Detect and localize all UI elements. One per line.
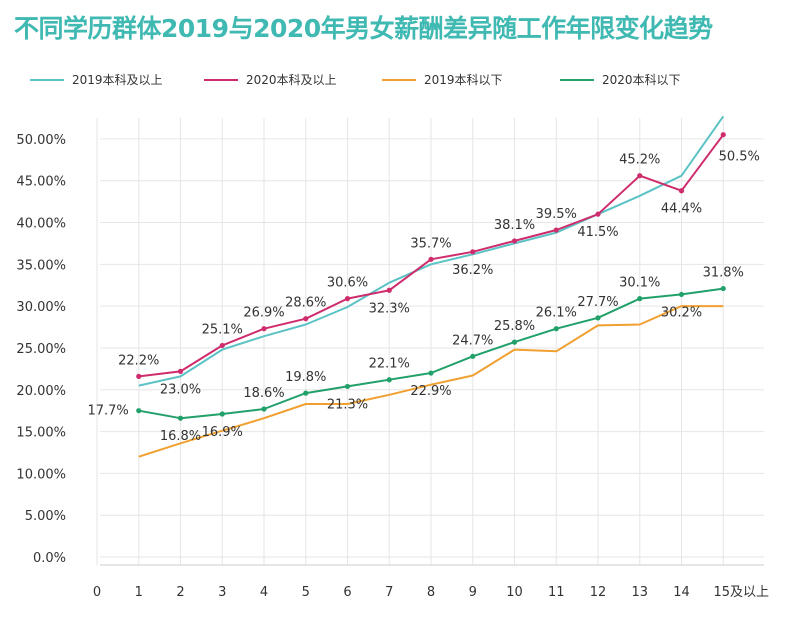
data-label: 26.9% [243,306,284,321]
data-label: 22.2% [118,353,159,368]
data-label: 16.9% [202,425,243,440]
data-point[interactable] [303,390,309,396]
data-label: 35.7% [410,236,451,251]
x-tick-label: 3 [218,585,226,600]
data-point[interactable] [720,132,726,138]
data-point[interactable] [678,291,685,298]
data-label: 36.2% [452,263,493,278]
data-point[interactable] [470,353,476,359]
data-point[interactable] [177,415,184,421]
y-tick-label: 45.00% [16,175,66,190]
x-tick-label: 11 [548,585,565,600]
data-label: 30.1% [619,276,660,291]
data-label: 44.4% [661,202,702,217]
data-point[interactable] [678,188,685,194]
data-point[interactable] [553,227,559,233]
data-label: 21.3% [327,397,368,412]
y-tick-label: 30.00% [16,300,66,315]
data-label: 25.8% [494,319,535,334]
y-tick-label: 15.00% [16,426,66,441]
data-label: 30.2% [661,305,702,320]
y-tick-label: 25.00% [16,342,66,357]
data-label: 27.7% [577,295,618,310]
data-label: 26.1% [536,306,577,321]
data-label: 32.3% [369,301,410,316]
data-point[interactable] [136,373,142,379]
data-point[interactable] [595,315,601,321]
data-label: 22.1% [369,357,410,372]
x-tick-label: 2 [176,585,184,600]
y-tick-label: 35.00% [16,258,66,273]
x-tick-label: 9 [469,585,477,600]
data-point[interactable] [386,287,392,293]
x-tick-label: 14 [673,585,690,600]
legend-label[interactable]: 2019本科以下 [424,73,503,87]
data-label: 30.6% [327,276,368,291]
x-tick-label: 7 [385,585,393,600]
data-point[interactable] [511,339,518,345]
data-label: 23.0% [160,382,201,397]
data-label: 19.8% [285,370,326,385]
data-point[interactable] [428,256,434,262]
data-label: 18.6% [243,386,284,401]
chart-title: 不同学历群体2019与2020年男女薪酬差异随工作年限变化趋势 [14,14,713,43]
y-tick-label: 40.00% [16,217,66,232]
x-tick-label: 0 [93,585,101,600]
data-label: 17.7% [87,404,128,419]
data-point[interactable] [470,249,476,255]
data-point[interactable] [344,296,351,302]
x-tick-label: 5 [302,585,310,600]
data-point[interactable] [344,383,351,390]
x-tick-label: 6 [343,585,351,600]
x-tick-label: 15及以上 [713,585,769,600]
x-tick-label: 4 [260,585,268,600]
series-line [138,115,725,387]
x-tick-label: 10 [506,585,523,600]
y-tick-label: 50.00% [16,133,66,148]
data-point[interactable] [637,173,643,179]
data-point[interactable] [177,368,184,374]
x-tick-label: 12 [590,585,607,600]
data-point[interactable] [720,285,726,292]
data-label: 50.5% [719,150,760,165]
legend-label[interactable]: 2019本科及以上 [72,73,163,87]
data-point[interactable] [261,326,267,332]
x-tick-label: 8 [427,585,435,600]
data-point[interactable] [136,408,142,414]
data-label: 25.1% [202,322,243,337]
data-label: 45.2% [619,153,660,168]
y-tick-label: 0.0% [33,551,66,566]
x-tick-label: 1 [135,585,143,600]
data-point[interactable] [386,377,392,383]
y-tick-label: 20.00% [16,384,66,399]
data-label: 39.5% [536,207,577,222]
y-tick-label: 5.00% [25,509,66,524]
data-label: 41.5% [577,225,618,240]
series-line [138,305,724,458]
legend-label[interactable]: 2020本科及以上 [246,73,337,87]
legend-label[interactable]: 2020本科以下 [602,73,681,87]
data-point[interactable] [553,326,559,332]
y-tick-label: 10.00% [16,467,66,482]
data-point[interactable] [637,296,643,302]
data-point[interactable] [303,316,309,322]
data-label: 28.6% [285,296,326,311]
data-point[interactable] [428,370,434,376]
data-point[interactable] [595,211,601,217]
data-point[interactable] [261,406,267,412]
data-point[interactable] [219,342,225,349]
x-tick-label: 13 [631,585,648,600]
data-point[interactable] [219,411,225,417]
data-point[interactable] [511,238,518,244]
data-label: 22.9% [410,384,451,399]
data-label: 24.7% [452,333,493,348]
data-label: 38.1% [494,218,535,233]
data-label: 31.8% [703,266,744,281]
data-label: 16.8% [160,429,201,444]
